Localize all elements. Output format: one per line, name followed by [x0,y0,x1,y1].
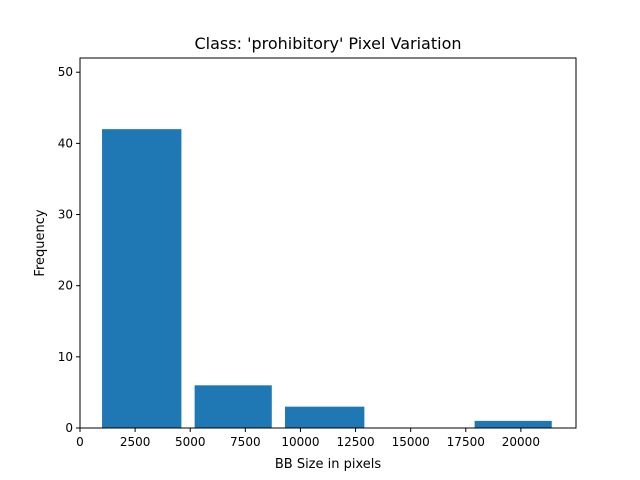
x-tick-label: 20000 [502,435,540,449]
bar-1 [102,129,182,428]
bars-group [102,129,552,428]
y-tick-label: 0 [65,421,73,435]
x-tick-label: 2500 [120,435,151,449]
x-axis-label: BB Size in pixels [275,457,382,472]
x-tick-label: 7500 [230,435,261,449]
bar-2 [194,385,272,428]
y-tick-label: 20 [58,279,73,293]
x-tick-label: 0 [76,435,84,449]
x-tick-label: 10000 [281,435,319,449]
bar-4 [474,420,552,428]
y-tick-label: 40 [58,136,73,150]
x-tick-label: 5000 [175,435,206,449]
y-tick-label: 30 [58,208,73,222]
y-axis-ticks: 0 10 20 30 40 50 [58,65,80,435]
y-tick-label: 10 [58,350,73,364]
x-tick-label: 17500 [447,435,485,449]
x-tick-label: 12500 [336,435,374,449]
y-axis-label: Frequency [33,209,48,276]
x-axis-ticks: 0 2500 5000 7500 10000 12500 15000 17500 20000 [76,428,540,449]
plot-frame [79,57,577,429]
y-tick-label: 50 [58,65,73,79]
chart-title: Class: 'prohibitory' Pixel Variation [195,34,462,53]
x-tick-label: 15000 [392,435,430,449]
bar-3 [285,406,365,428]
